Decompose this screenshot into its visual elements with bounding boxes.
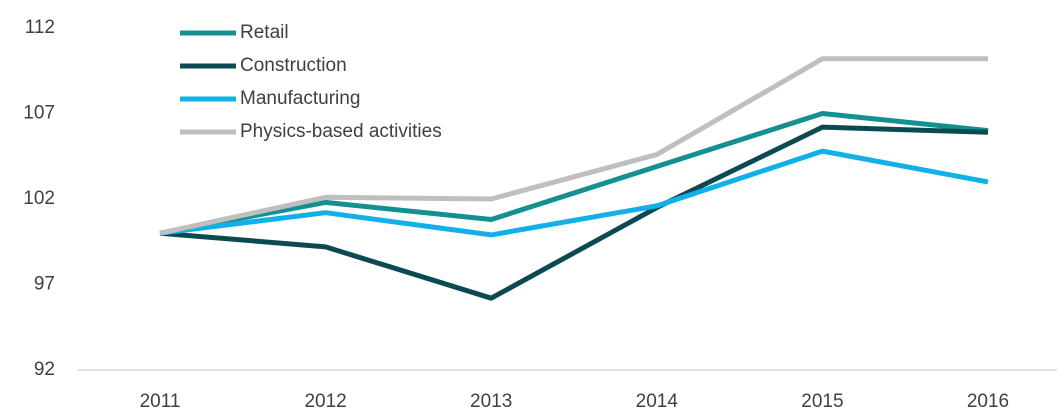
series-line <box>159 56 988 236</box>
series-line <box>159 111 989 236</box>
y-tick-label: 92 <box>34 359 55 380</box>
legend-label: Construction <box>240 55 347 76</box>
legend-label: Manufacturing <box>240 88 360 109</box>
legend-label: Retail <box>240 22 289 43</box>
x-tick-label: 2012 <box>304 391 346 412</box>
y-tick-label: 107 <box>23 103 55 124</box>
series-line <box>159 148 989 238</box>
x-tick-label: 2013 <box>470 391 512 412</box>
y-tick-label: 102 <box>23 188 55 209</box>
y-tick-label: 112 <box>25 17 55 38</box>
x-tick-label: 2015 <box>801 391 843 412</box>
legend-label: Physics-based activities <box>240 121 442 142</box>
series-line <box>159 124 989 301</box>
y-tick-label: 97 <box>34 274 55 295</box>
x-tick-label: 2016 <box>967 391 1009 412</box>
x-tick-label: 2014 <box>636 391 679 412</box>
x-tick-label: 2011 <box>140 391 181 412</box>
